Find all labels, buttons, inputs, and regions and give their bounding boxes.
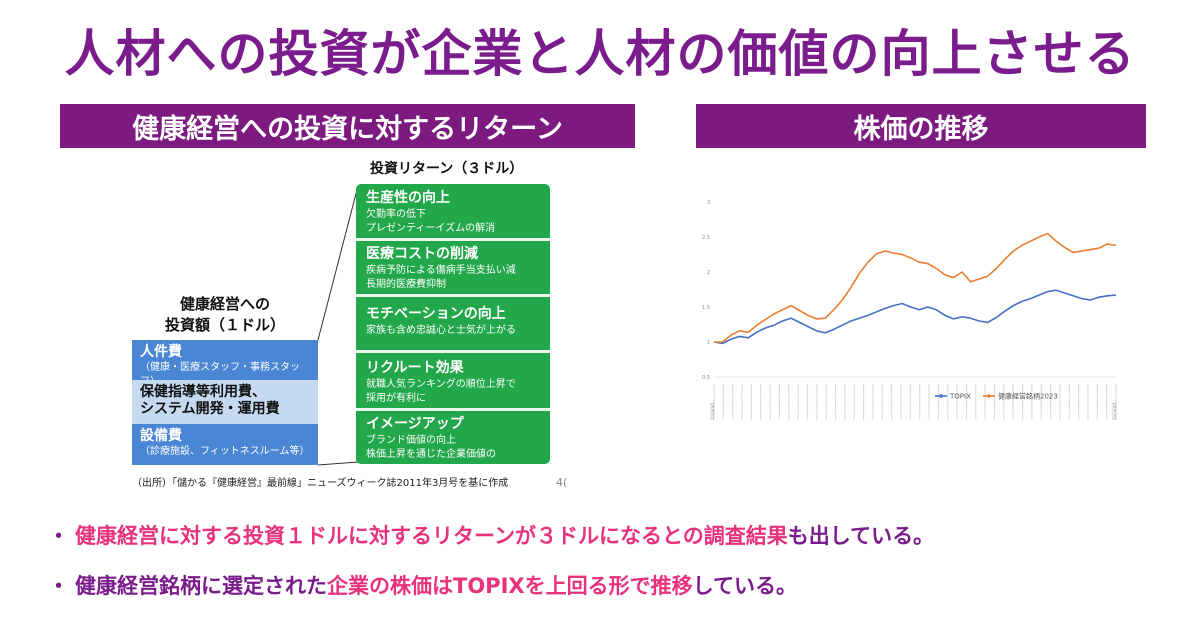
return-item-name: リクルート効果	[366, 360, 464, 376]
series-line	[713, 289, 1117, 345]
investment-item: 人件費 （健康・医療スタッフ・事務スタッフ）	[132, 340, 318, 387]
y-tick-label: 3	[707, 200, 710, 206]
investment-title-line1: 健康経営への	[179, 295, 270, 313]
bullet-text: している。	[692, 574, 797, 598]
source-note: （出所）「儲かる『健康経営』最前線」ニューズウィーク誌2011年3月号を基に作成	[132, 478, 509, 489]
return-item-name: 生産性の向上	[366, 190, 450, 206]
health-investment-diagram: 投資リターン（３ドル） 健康経営への 投資額（１ドル） 人件費 （健康・医療スタ…	[128, 150, 578, 495]
chart-x-tick-marks	[713, 384, 1117, 420]
investment-title: 健康経営への 投資額（１ドル）	[150, 294, 300, 336]
bullet-dot: ・	[48, 524, 69, 548]
bullet-highlight-text: 健康経営に対する投資１ドルに対するリターンが３ドルになるとの調査結果	[75, 524, 788, 548]
return-item-desc: 就職人気ランキングの順位上昇で	[366, 379, 516, 390]
x-tick-label: 2014/4/1	[710, 402, 715, 420]
y-tick-label: 0.5	[702, 375, 710, 381]
investment-item-name: 保健指導等利用費、	[140, 384, 266, 400]
y-tick-label: 1	[707, 340, 710, 346]
return-item-desc: 長期的医療費抑制	[366, 279, 446, 290]
return-item-desc: 株価上昇を通じた企業価値の	[366, 449, 496, 460]
stock-price-chart-svg: 0.5 1 1.5 2 2.5 3 TOPIX 健康経営銘柄2023 2014/4/1 20…	[702, 200, 1117, 420]
bullet-highlight-text: 企業の株価はTOPIXを上回る形で推移	[327, 574, 693, 598]
investment-item-name: 設備費	[140, 428, 182, 444]
legend-marker	[987, 394, 991, 398]
return-item-desc: 採用が有利に	[366, 393, 426, 404]
return-separator	[356, 408, 550, 411]
bullet-text: も出している。	[787, 524, 935, 548]
y-tick-label: 2	[707, 270, 710, 276]
legend-label: 健康経営銘柄2023	[998, 392, 1058, 401]
return-item-desc: 欠勤率の低下	[366, 209, 426, 220]
diagram-connector-lines	[317, 185, 359, 466]
bullet-item: ・健康経営銘柄に選定された企業の株価はTOPIXを上回る形で推移している。	[48, 570, 797, 600]
investment-item: 設備費 （診療施設、フィットネスルーム等）	[132, 424, 318, 465]
returns-column: 生産性の向上 欠勤率の低下 プレゼンティーイズムの解消 医療コストの削減 疾病予…	[356, 184, 550, 464]
bullet-item: ・健康経営に対する投資１ドルに対するリターンが３ドルになるとの調査結果も出してい…	[48, 520, 934, 550]
y-tick-label: 1.5	[702, 305, 710, 311]
x-tick-label: 2023/4/1	[1112, 402, 1117, 420]
return-item-desc: 家族も含め忠誠心と士気が上がる	[366, 325, 516, 336]
return-item: 医療コストの削減 疾病予防による傷病手当支払い減 長期的医療費抑制	[356, 242, 550, 295]
page-number: 4(	[556, 476, 568, 489]
page-title: 人材への投資が企業と人材の価値の向上させる	[64, 25, 1136, 83]
chart-legend: TOPIX 健康経営銘柄2023	[935, 392, 1058, 401]
legend-marker	[939, 394, 943, 398]
stock-price-chart: 0.5 1 1.5 2 2.5 3 TOPIX 健康経営銘柄2023 2014/4/1 20…	[700, 192, 1130, 434]
investment-title-line2: 投資額（１ドル）	[164, 316, 285, 334]
investment-item-desc: システム開発・運用費	[140, 401, 280, 417]
return-item: モチベーションの向上 家族も含め忠誠心と士気が上がる	[356, 302, 550, 341]
left-section-header: 健康経営への投資に対するリターン	[60, 104, 635, 148]
return-item-name: イメージアップ	[366, 416, 464, 432]
return-item: 生産性の向上 欠勤率の低下 プレゼンティーイズムの解消	[356, 186, 550, 239]
return-separator	[356, 350, 550, 353]
series-line	[714, 232, 1117, 343]
y-tick-label: 2.5	[702, 235, 710, 241]
return-separator	[356, 294, 550, 297]
return-item-desc: プレゼンティーイズムの解消	[366, 223, 496, 234]
bullet-dot: ・	[48, 574, 69, 598]
return-item: リクルート効果 就職人気ランキングの順位上昇で 採用が有利に	[356, 356, 550, 409]
chart-series-lines	[713, 232, 1117, 345]
return-item: イメージアップ ブランド価値の向上 株価上昇を通じた企業価値の	[356, 412, 550, 464]
return-separator	[356, 238, 550, 241]
investment-item-desc: （診療施設、フィットネスルーム等）	[140, 446, 310, 457]
return-item-desc: ブランド価値の向上	[366, 435, 456, 446]
investment-column: 人件費 （健康・医療スタッフ・事務スタッフ） 保健指導等利用費、 システム開発・…	[132, 340, 318, 465]
return-item-name: モチベーションの向上	[366, 306, 506, 322]
right-section-header: 株価の推移	[696, 104, 1146, 148]
return-item-desc: 疾病予防による傷病手当支払い減	[366, 265, 516, 276]
returns-title: 投資リターン（３ドル）	[370, 161, 524, 177]
legend-label: TOPIX	[949, 393, 971, 401]
return-item-name: 医療コストの削減	[366, 246, 478, 262]
investment-item: 保健指導等利用費、 システム開発・運用費	[132, 380, 318, 424]
bullet-text: 健康経営銘柄に選定された	[75, 574, 327, 598]
chart-y-axis: 0.5 1 1.5 2 2.5 3	[702, 200, 1116, 381]
investment-item-name: 人件費	[140, 344, 182, 360]
